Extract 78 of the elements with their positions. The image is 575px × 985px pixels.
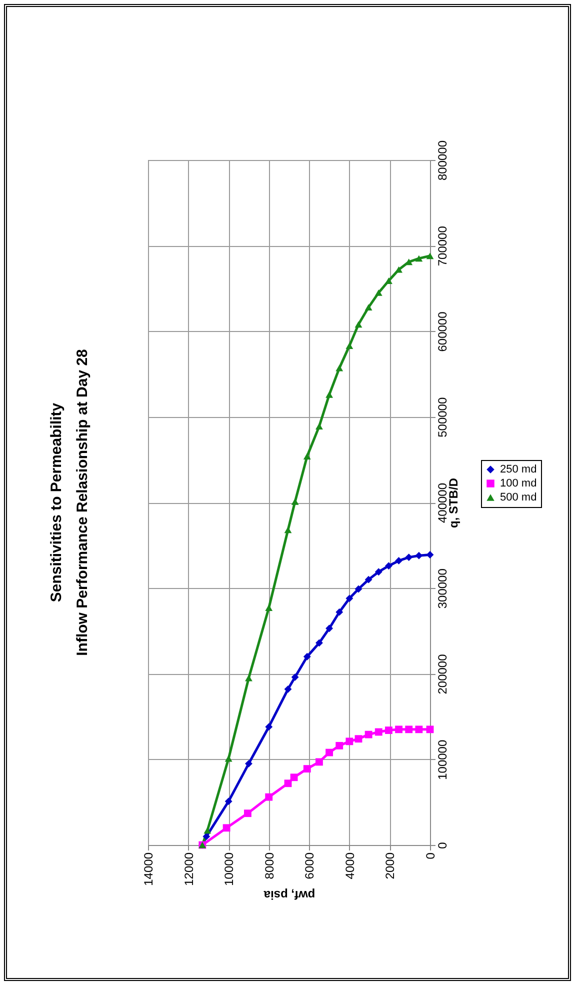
y-tick-label: 700000	[436, 226, 450, 266]
point	[303, 765, 311, 772]
x-tick-label: 8000	[262, 852, 276, 880]
legend-label: 250 md	[500, 464, 537, 476]
x-tick-label: 0	[424, 852, 438, 860]
y-tick-label: 200000	[436, 654, 450, 694]
y-tick-label: 0	[436, 842, 450, 849]
point	[346, 738, 354, 746]
text: Sensitivities to Permeability Inflow Performance Relasionship at Day 28	[48, 349, 91, 656]
point	[284, 780, 292, 788]
point	[374, 568, 382, 576]
x-tick-label: 14000	[142, 852, 156, 886]
x-tick-label: 4000	[342, 852, 357, 880]
point	[354, 585, 362, 593]
point	[224, 755, 232, 762]
point	[316, 639, 323, 647]
point	[291, 498, 299, 505]
point	[385, 278, 392, 284]
point	[354, 735, 362, 743]
x-tick-label: 10000	[222, 852, 236, 886]
point	[346, 342, 354, 350]
point	[326, 748, 333, 756]
point	[265, 723, 273, 731]
point	[244, 810, 252, 818]
point	[326, 391, 333, 398]
point	[395, 726, 402, 734]
point	[364, 304, 372, 310]
point	[245, 674, 252, 682]
point	[364, 576, 372, 584]
point	[415, 726, 423, 734]
x-axis-title: pwf, psia	[264, 888, 316, 902]
y-tick-label: 800000	[436, 140, 450, 181]
point	[245, 760, 252, 768]
x-tick-label: 6000	[302, 852, 317, 880]
point	[316, 758, 323, 766]
point	[284, 685, 292, 693]
x-tick-label: 2000	[383, 852, 398, 880]
point	[224, 798, 232, 806]
point	[385, 562, 392, 570]
point	[303, 652, 311, 660]
point	[415, 552, 423, 560]
point	[395, 266, 402, 273]
point	[202, 832, 210, 840]
point	[303, 453, 311, 460]
legend-label: 500 md	[500, 492, 537, 504]
point	[405, 726, 413, 734]
y-tick-label: 400000	[436, 482, 450, 524]
y-tick-label: 100000	[436, 740, 450, 780]
point	[326, 624, 333, 632]
point	[284, 526, 292, 534]
point	[374, 728, 382, 736]
point	[426, 252, 434, 260]
legend-label: 100 md	[500, 478, 537, 490]
point	[405, 554, 413, 562]
point	[415, 255, 423, 262]
x-tick-label: 12000	[182, 852, 196, 886]
point	[374, 290, 382, 296]
point	[265, 793, 273, 801]
y-tick-label: 300000	[436, 568, 450, 609]
y-tick-label: 600000	[436, 311, 450, 352]
point	[426, 726, 434, 734]
point	[385, 726, 392, 734]
point	[354, 321, 362, 328]
point	[291, 673, 299, 681]
point	[405, 258, 413, 266]
point	[222, 824, 230, 832]
point	[316, 423, 323, 430]
point	[364, 730, 372, 738]
point	[336, 364, 344, 372]
point	[290, 774, 298, 782]
point	[336, 742, 344, 750]
point	[346, 594, 354, 602]
y-axis-title: q, STB/D	[446, 478, 460, 528]
point	[395, 557, 402, 564]
point	[265, 604, 273, 612]
point	[204, 827, 212, 834]
point	[336, 608, 344, 616]
y-tick-label: 500000	[436, 397, 450, 438]
